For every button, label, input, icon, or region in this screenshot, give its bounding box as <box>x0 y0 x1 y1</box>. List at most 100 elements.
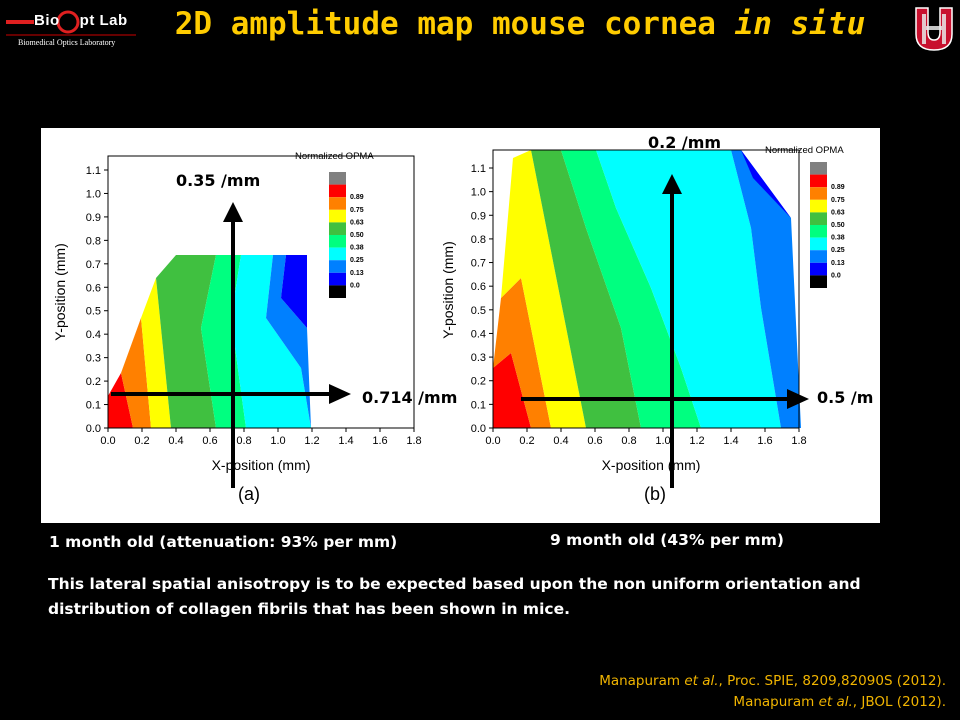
plot-b-legend-value: 0.0 <box>831 272 841 279</box>
plot-a-legend-swatch <box>329 285 346 298</box>
plot-a-legend-value: 0.38 <box>350 245 364 252</box>
plot-b-y-tick-label: 0.6 <box>471 281 486 293</box>
plot-a-legend-value: 0.13 <box>350 270 364 277</box>
plot-b-x-tick-label: 1.0 <box>655 435 670 447</box>
contour-a-lightblue <box>266 255 311 428</box>
figure-panel: 0.0 0.2 0.4 0.6 0.8 1.0 1.2 1.4 1.6 1.8 0.0 0.1 0.2… <box>41 128 880 523</box>
plot-b-x-tick-label: 0.0 <box>485 435 500 447</box>
plot-b-x-ticks: 0.0 0.2 0.4 0.6 0.8 1.0 1.2 1.4 1.6 1.8 <box>485 428 807 447</box>
plot-b-legend-swatch <box>810 250 827 263</box>
plot-b-y-tick-label: 0.3 <box>471 352 486 364</box>
plot-b-y-tick-label: 0.5 <box>471 305 486 317</box>
plot-a-x-tick-label: 1.2 <box>304 435 319 447</box>
plot-b-y-tick-label: 1.1 <box>471 163 486 175</box>
contour-a-cyan <box>231 255 311 428</box>
plot-a-x-ticks: 0.0 0.2 0.4 0.6 0.8 1.0 1.2 1.4 1.6 1.8 <box>100 428 422 447</box>
university-logo <box>915 7 953 51</box>
plot-b-legend-value: 0.89 <box>831 184 845 191</box>
plot-a-y-ticks: 0.0 0.1 0.2 0.3 0.4 0.5 0.6 0.7 0.8 0.9 1.0 1.1 <box>86 165 108 435</box>
plot-a-x-tick-label: 0.2 <box>134 435 149 447</box>
plot-a-legend-value: 0.89 <box>350 194 364 201</box>
contour-b-red <box>493 353 531 428</box>
plot-b-legend-value: 0.63 <box>831 209 845 216</box>
contour-a-green <box>156 255 216 428</box>
plot-b-x-tick-label: 1.6 <box>757 435 772 447</box>
plot-a-y-tick-label: 0.5 <box>86 306 101 318</box>
contour-b-yellow <box>501 150 586 428</box>
plot-a-legend-swatch <box>329 272 346 286</box>
plot-a-vertical-arrow-label: 0.35 /mm <box>176 171 260 190</box>
plot-b-y-tick-label: 0.9 <box>471 210 486 222</box>
plot-a-x-tick-label: 1.6 <box>372 435 387 447</box>
plot-b-legend-swatch <box>810 275 827 288</box>
plot-a-legend-swatch <box>329 235 346 248</box>
plot-a-y-tick-label: 0.0 <box>86 423 101 435</box>
plot-b-y-tick-label: 1.0 <box>471 187 486 199</box>
caption-1-month: 1 month old (attenuation: 93% per mm) <box>49 533 398 551</box>
plot-b-x-tick-label: 1.8 <box>791 435 806 447</box>
plot-a-legend-swatch <box>329 172 346 185</box>
plot-a-x-tick-label: 1.0 <box>270 435 285 447</box>
logo-graphic <box>6 10 136 36</box>
plot-a-ylabel: Y-position (mm) <box>52 243 68 341</box>
plot-a-legend-swatch <box>329 209 346 223</box>
plot-b-horizontal-arrowhead <box>787 389 809 409</box>
contour-b-orange <box>493 278 551 428</box>
body-paragraph: This lateral spatial anisotropy is to be… <box>48 575 861 618</box>
figure-svg: 0.0 0.2 0.4 0.6 0.8 1.0 1.2 1.4 1.6 1.8 0.0 0.1 0.2… <box>52 133 873 504</box>
plot-b-y-tick-label: 0.4 <box>471 328 486 340</box>
plot-a-frame <box>107 155 415 429</box>
plot-b-vertical-arrowhead <box>662 174 682 194</box>
plot-a-y-tick-label: 0.1 <box>86 400 101 412</box>
plot-a-y-tick-label: 0.6 <box>86 282 101 294</box>
contour-b-cyan <box>596 150 781 428</box>
plot-a-x-tick-label: 0.0 <box>100 435 115 447</box>
contour-b-blue <box>741 150 791 218</box>
plot-a-x-tick-label: 0.4 <box>168 435 183 447</box>
plot-b-legend-swatch <box>810 225 827 238</box>
plot-a-legend-value: 0.25 <box>350 257 364 264</box>
plot-b-legend-value: 0.38 <box>831 235 845 242</box>
plot-a-horizontal-arrowhead <box>329 384 351 404</box>
contour-a-yellow <box>141 278 171 428</box>
plot-b-legend-value: 0.25 <box>831 247 845 254</box>
plot-b-y-tick-label: 0.8 <box>471 234 486 246</box>
plot-a-y-tick-label: 0.4 <box>86 329 101 341</box>
plot-a-y-tick-label: 1.1 <box>86 165 101 177</box>
plot-a-x-tick-label: 0.6 <box>202 435 217 447</box>
plot-a-legend-value: 0.50 <box>350 232 364 239</box>
plot-b-x-tick-label: 0.2 <box>519 435 534 447</box>
plot-b-legend-swatch <box>810 262 827 276</box>
logo-laser-line <box>6 20 34 24</box>
plot-a-y-tick-label: 0.7 <box>86 259 101 271</box>
reference-1: Manapuram et al., Proc. SPIE, 8209,82090… <box>599 673 946 689</box>
plot-a-xlabel: X-position (mm) <box>212 457 311 473</box>
plot-a-legend-swatch <box>329 184 346 198</box>
plot-b-xlabel: X-position (mm) <box>602 457 701 473</box>
logo-subtitle: Biomedical Optics Laboratory <box>18 38 116 47</box>
plot-b-x-tick-label: 1.4 <box>723 435 738 447</box>
plot-a-legend: 0.89 0.75 0.63 0.50 0.38 0.25 0.13 0.0 <box>329 172 364 298</box>
plot-a-panel-label: (a) <box>238 484 260 504</box>
uh-logo-h <box>922 14 946 44</box>
plot-b-horizontal-arrow-label: 0.5 /m <box>817 388 873 407</box>
plot-a-x-tick-label: 1.4 <box>338 435 353 447</box>
contour-b-mint <box>561 150 701 428</box>
plot-a: 0.0 0.2 0.4 0.6 0.8 1.0 1.2 1.4 1.6 1.8 0.0 0.1 0.2… <box>52 151 457 504</box>
plot-a-y-tick-label: 0.9 <box>86 212 101 224</box>
plot-b: 0.0 0.2 0.4 0.6 0.8 1.0 1.2 1.4 1.6 1.8 0.0 0.1 0.2… <box>440 133 873 504</box>
plot-a-legend-value: 0.75 <box>350 207 364 214</box>
plot-a-legend-swatch <box>329 222 346 235</box>
plot-b-legend-swatch <box>810 162 827 175</box>
contour-a-blue <box>281 255 307 328</box>
caption-9-month: 9 month old (43% per mm) <box>550 531 784 549</box>
plot-b-legend-value: 0.50 <box>831 222 845 229</box>
plot-b-legend-swatch <box>810 174 827 188</box>
logo-o-ring <box>56 10 80 34</box>
plot-b-legend-value: 0.75 <box>831 197 845 204</box>
plot-b-y-tick-label: 0.0 <box>471 423 486 435</box>
plot-b-x-tick-label: 1.2 <box>689 435 704 447</box>
contour-a-red <box>108 373 133 428</box>
plot-b-x-tick-label: 0.6 <box>587 435 602 447</box>
contour-b-green <box>531 150 641 428</box>
